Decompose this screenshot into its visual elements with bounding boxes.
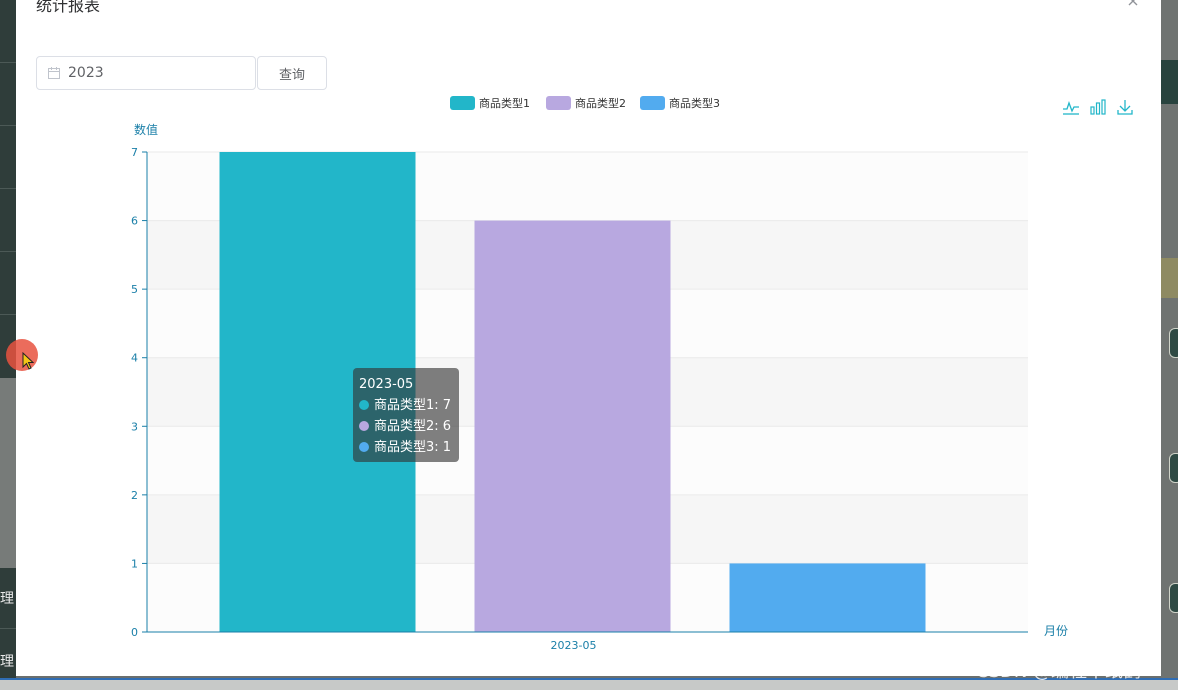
tooltip-row: 商品类型1: 7: [359, 395, 453, 416]
y-tick-label: 4: [131, 352, 138, 365]
y-tick-label: 1: [131, 557, 138, 570]
cursor-icon: [22, 352, 35, 370]
dialog-title: 统计报表: [36, 0, 101, 15]
download-icon[interactable]: [1116, 98, 1134, 116]
tooltip-row-text: 商品类型3: 1: [374, 440, 452, 455]
y-tick-label: 6: [131, 215, 138, 228]
legend-swatch[interactable]: [546, 96, 571, 110]
year-value: 2023: [68, 65, 104, 81]
tooltip-title: 2023-05: [359, 377, 414, 392]
chart-tooltip: 2023-05 商品类型1: 7 商品类型2: 6 商品类型3: 1: [353, 368, 459, 462]
bar-3[interactable]: [729, 563, 926, 632]
line-chart-icon[interactable]: [1062, 98, 1080, 116]
x-tick-label: 2023-05: [551, 639, 597, 652]
x-axis-title: 月份: [1044, 624, 1068, 638]
query-button[interactable]: 查询: [257, 56, 327, 90]
tooltip-row-text: 商品类型2: 6: [374, 419, 452, 434]
legend-label[interactable]: 商品类型1: [479, 96, 530, 110]
bar-chart-icon[interactable]: [1089, 98, 1107, 116]
series-dot-icon: [359, 442, 369, 452]
y-tick-label: 7: [131, 146, 138, 159]
legend-label[interactable]: 商品类型3: [669, 96, 720, 110]
background-bottom-bar: [0, 678, 1178, 690]
y-axis-title: 数值: [134, 122, 158, 137]
y-tick-label: 0: [131, 626, 138, 639]
background-sidebar-label: 理: [0, 591, 14, 607]
tooltip-row: 商品类型3: 1: [359, 437, 453, 458]
tooltip-row: 商品类型2: 6: [359, 416, 453, 437]
legend-swatch[interactable]: [450, 96, 475, 110]
background-sidebar-label: 理: [0, 654, 14, 670]
tooltip-row-text: 商品类型1: 7: [374, 398, 452, 413]
bar-2[interactable]: [474, 220, 671, 633]
calendar-icon: [48, 67, 60, 79]
y-tick-label: 3: [131, 420, 138, 433]
bar-chart: 0 1 2 3 4 5 6 7 2023-05 商品类型1 商品类型2 商品类型3 数值 月份: [131, 96, 1068, 652]
background-right-panel: [1161, 0, 1178, 690]
year-picker[interactable]: 2023: [36, 56, 256, 90]
y-tick-label: 5: [131, 283, 138, 296]
background-sidebar-lower: [0, 378, 16, 568]
cursor-highlight: [6, 339, 38, 371]
watermark: CSDN @编程千纸鹤: [976, 661, 1142, 682]
y-tick-label: 2: [131, 489, 138, 502]
report-dialog: 统计报表 2023 查询 0 1 2 3 4 5 6 7 2023-05 商品类型1 商品类型2 商…: [16, 0, 1161, 676]
close-icon[interactable]: [1126, 0, 1140, 8]
series-dot-icon: [359, 400, 369, 410]
legend-swatch[interactable]: [640, 96, 665, 110]
legend-label[interactable]: 商品类型2: [575, 96, 626, 110]
series-dot-icon: [359, 421, 369, 431]
